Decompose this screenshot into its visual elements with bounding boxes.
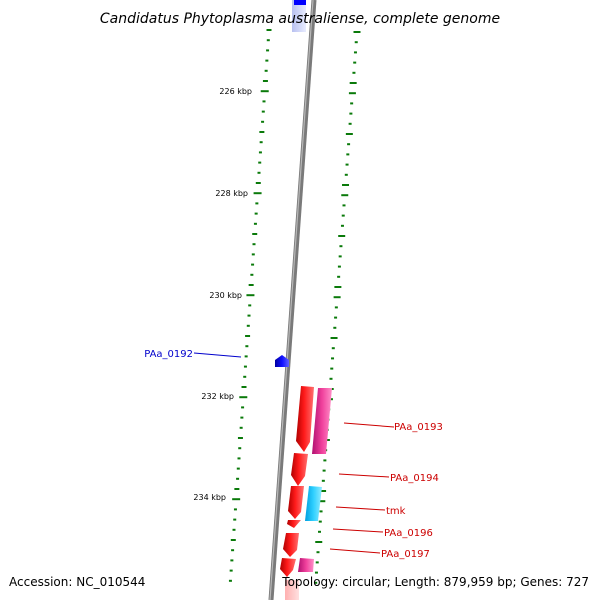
gene-tmk-arrow[interactable] <box>305 486 322 521</box>
gene-paa0197-connector <box>329 548 381 554</box>
bottom-pale-gene <box>285 580 299 600</box>
gene-label-paa0193[interactable]: PAa_0193 <box>394 422 443 433</box>
gene-arrow-6[interactable] <box>280 558 296 577</box>
gene-arrow-4[interactable] <box>287 520 301 528</box>
top-blue-gene <box>294 0 306 5</box>
gene-arrow-3[interactable] <box>288 486 304 519</box>
kbp-label-232: 232 kbp <box>201 392 234 401</box>
gene-paa0192-connector <box>193 352 242 358</box>
gene-label-paa0197[interactable]: PAa_0197 <box>381 549 430 560</box>
right-ticks <box>314 31 361 584</box>
gene-label-paa0192[interactable]: PAa_0192 <box>144 349 193 360</box>
gene-label-paa0196[interactable]: PAa_0196 <box>384 528 433 539</box>
gene-tmk-connector <box>335 506 386 511</box>
gene-label-tmk[interactable]: tmk <box>386 506 406 517</box>
kbp-label-226: 226 kbp <box>219 87 252 96</box>
accession-text: Accession: NC_010544 <box>9 575 145 589</box>
kbp-label-230: 230 kbp <box>209 291 242 300</box>
genome-backbone-highlight <box>269 0 314 600</box>
gene-arrow-5[interactable] <box>283 533 299 557</box>
map-title: Candidatus Phytoplasma australiense, com… <box>100 11 500 27</box>
gene-paa0196-connector <box>332 528 384 533</box>
kbp-label-234: 234 kbp <box>193 493 226 502</box>
gene-arrow-1[interactable] <box>296 386 314 452</box>
top-pale-gene <box>292 0 306 32</box>
gene-paa0193-connector <box>343 422 395 428</box>
gene-magenta-2[interactable] <box>298 558 314 572</box>
left-ticks <box>228 29 272 582</box>
gene-label-paa0194[interactable]: PAa_0194 <box>390 473 439 484</box>
gene-arrow-2[interactable] <box>291 453 308 486</box>
kbp-label-228: 228 kbp <box>215 189 248 198</box>
gene-paa0192-arrow[interactable] <box>275 355 289 367</box>
genome-backbone <box>268 0 317 600</box>
gene-paa0194-connector <box>338 473 390 478</box>
gene-magenta-1[interactable] <box>312 388 332 454</box>
topology-text: Topology: circular; Length: 879,959 bp; … <box>281 575 589 589</box>
